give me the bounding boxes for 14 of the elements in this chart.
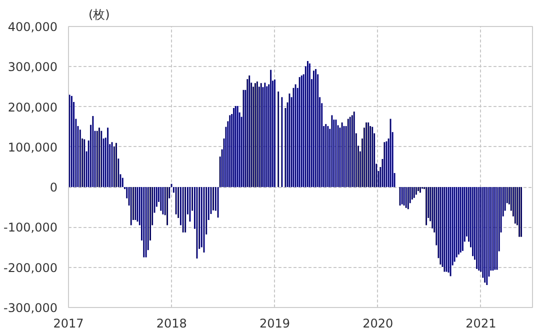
y-tick-label: 400,000 bbox=[8, 20, 58, 34]
x-tick-label: 2019 bbox=[259, 316, 290, 330]
y-tick-label: 300,000 bbox=[8, 60, 58, 74]
x-tick-label: 2020 bbox=[362, 316, 394, 330]
y-tick-label: -300,000 bbox=[4, 301, 58, 315]
y-axis-title: (枚) bbox=[88, 8, 110, 22]
y-tick-label: 0 bbox=[50, 180, 58, 195]
x-tick-label: 2017 bbox=[53, 316, 84, 330]
y-tick-label: -200,000 bbox=[4, 260, 58, 275]
x-tick-label: 2018 bbox=[156, 316, 187, 330]
x-tick-label: 2021 bbox=[466, 316, 496, 330]
y-tick-label: -100,000 bbox=[4, 220, 58, 235]
y-tick-label: 100,000 bbox=[8, 140, 58, 154]
y-tick-label: 200,000 bbox=[8, 100, 58, 114]
